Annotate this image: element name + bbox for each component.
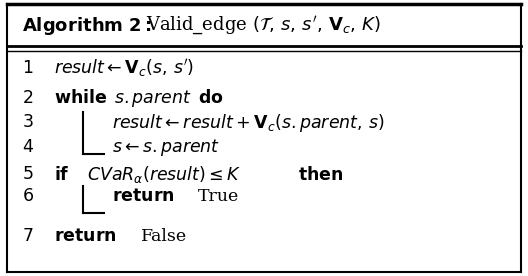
Text: False: False — [140, 228, 187, 245]
Text: $3$: $3$ — [22, 115, 34, 131]
Text: Valid$\_$edge $(\mathcal{T},\, s,\, s^{\prime},\, \mathbf{V}_c,\, K)$: Valid$\_$edge $(\mathcal{T},\, s,\, s^{\… — [146, 15, 381, 37]
Text: $7$: $7$ — [22, 228, 34, 245]
Text: $\mathbf{if}$: $\mathbf{if}$ — [54, 166, 70, 184]
Text: $6$: $6$ — [22, 188, 34, 205]
Text: $\mathbf{then}$: $\mathbf{then}$ — [298, 166, 344, 184]
Text: $result \leftarrow result + \mathbf{V}_c(s.parent,\, s)$: $result \leftarrow result + \mathbf{V}_c… — [112, 112, 384, 134]
Text: $\mathbf{do}$: $\mathbf{do}$ — [199, 89, 224, 107]
Text: $s.parent$: $s.parent$ — [114, 88, 192, 109]
Text: $\mathbf{while}$: $\mathbf{while}$ — [54, 89, 107, 107]
Text: $5$: $5$ — [22, 166, 34, 183]
Text: $4$: $4$ — [22, 139, 34, 156]
Text: $\mathbf{return}$: $\mathbf{return}$ — [54, 228, 117, 245]
Text: $s \leftarrow s.parent$: $s \leftarrow s.parent$ — [112, 137, 220, 158]
Text: $\mathbf{return}$: $\mathbf{return}$ — [112, 188, 174, 205]
Text: $1$: $1$ — [22, 60, 34, 77]
Text: $2$: $2$ — [22, 90, 34, 107]
Text: True: True — [199, 188, 240, 205]
Text: $\mathbf{Algorithm\ 2:}$: $\mathbf{Algorithm\ 2:}$ — [22, 15, 152, 37]
Text: $result \leftarrow \mathbf{V}_c(s,\, s^{\prime})$: $result \leftarrow \mathbf{V}_c(s,\, s^{… — [54, 57, 194, 79]
Text: $CVaR_{\alpha}(result) \leq K$: $CVaR_{\alpha}(result) \leq K$ — [87, 164, 241, 185]
